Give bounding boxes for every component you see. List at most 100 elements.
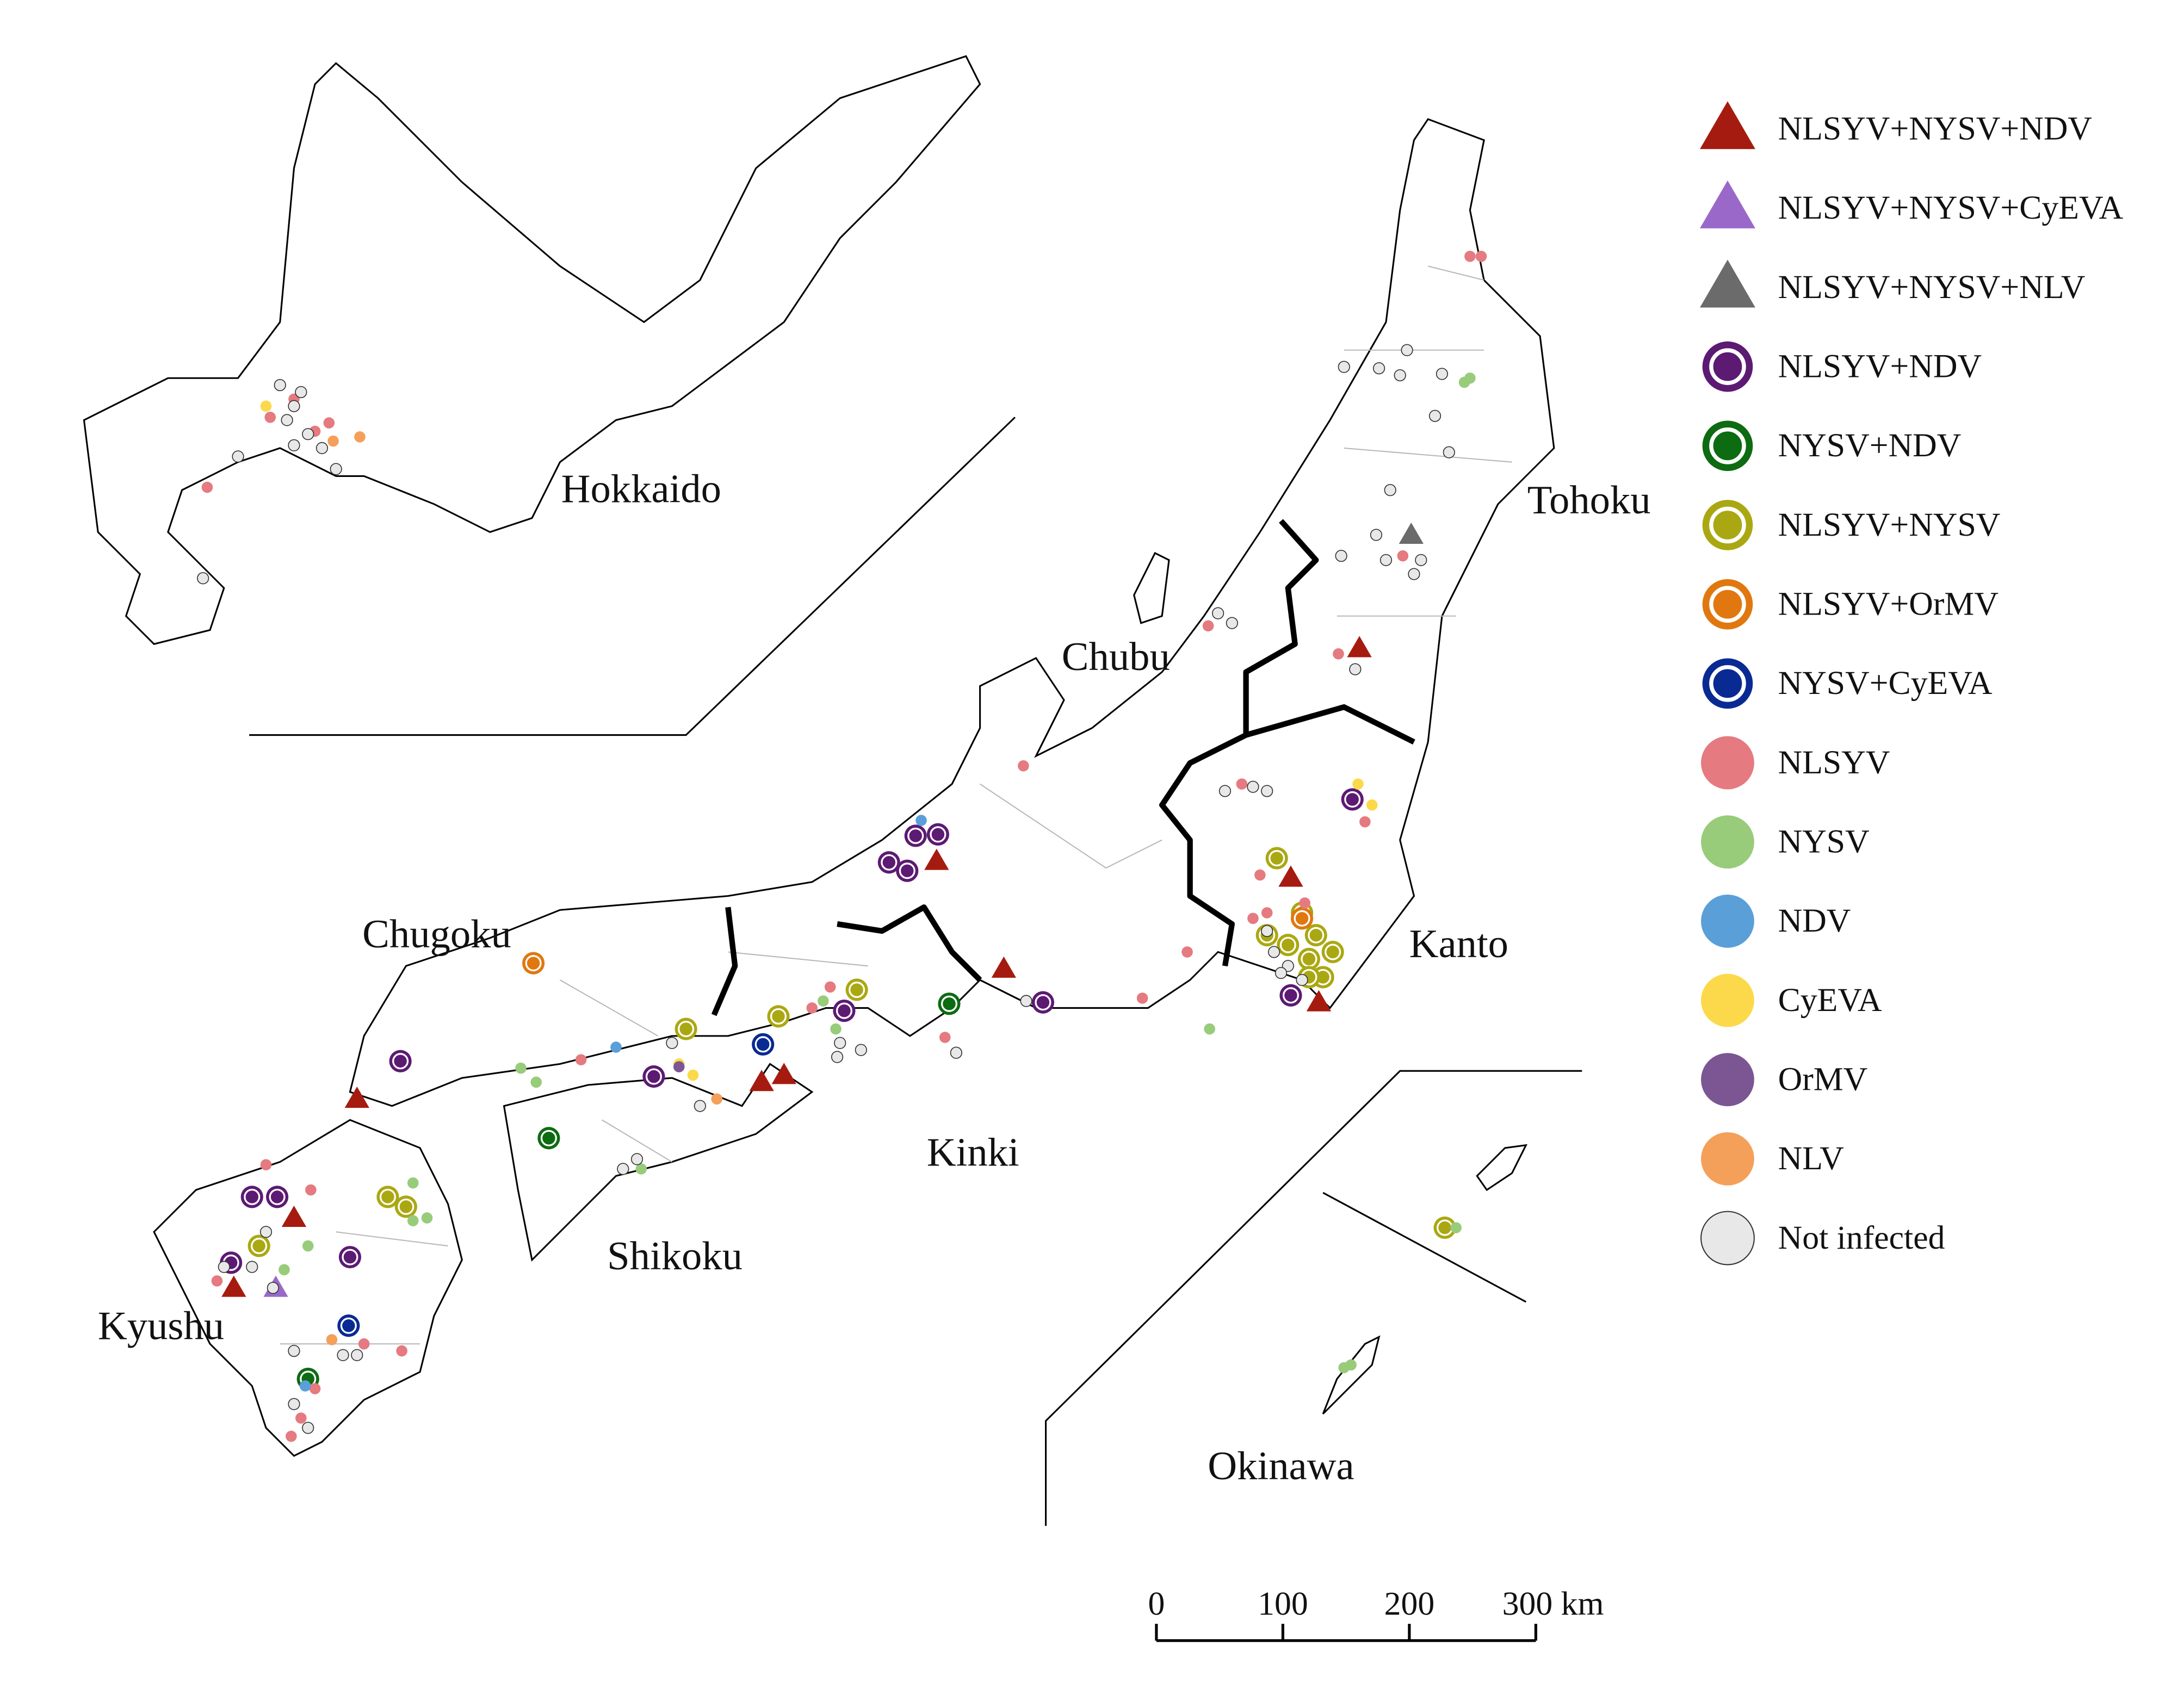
legend-marker bbox=[1709, 506, 1746, 544]
sample-point bbox=[211, 1275, 223, 1287]
sample-point bbox=[1379, 554, 1393, 566]
scale-label: 0 bbox=[1148, 1585, 1165, 1622]
sample-point bbox=[274, 379, 286, 392]
sample-point bbox=[1247, 780, 1259, 793]
sample-point bbox=[1136, 993, 1148, 1004]
sample-point bbox=[260, 1159, 272, 1170]
sample-point bbox=[635, 1163, 647, 1175]
sample-point bbox=[1236, 778, 1248, 790]
sample-point bbox=[1325, 944, 1341, 960]
sample-point bbox=[1458, 376, 1470, 388]
legend-marker bbox=[1701, 973, 1754, 1027]
legend-marker bbox=[1701, 1132, 1754, 1186]
sample-point bbox=[1020, 995, 1032, 1007]
sample-point bbox=[259, 1226, 273, 1238]
sample-point bbox=[1035, 994, 1051, 1011]
region-label: Kinki bbox=[927, 1130, 1019, 1175]
sample-point bbox=[1261, 907, 1273, 919]
sample-point bbox=[407, 1177, 419, 1189]
sample-point bbox=[1261, 785, 1273, 797]
sample-point bbox=[1212, 607, 1224, 619]
region-border bbox=[1159, 519, 1319, 967]
sample-point bbox=[834, 1037, 846, 1049]
legend-marker bbox=[1709, 348, 1746, 385]
sample-point bbox=[1366, 799, 1378, 811]
hokkaido bbox=[83, 55, 981, 645]
sample-point bbox=[1338, 361, 1350, 373]
sample-point bbox=[899, 863, 915, 879]
sample-point bbox=[525, 955, 542, 972]
legend-marker bbox=[1701, 1053, 1754, 1107]
sample-point bbox=[1282, 987, 1299, 1004]
sample-point bbox=[392, 1053, 409, 1070]
sample-point bbox=[407, 1215, 419, 1226]
sample-point bbox=[305, 1184, 317, 1196]
sample-point bbox=[1181, 946, 1193, 958]
inset-border bbox=[249, 417, 1016, 736]
sample-point bbox=[678, 1020, 695, 1038]
legend-label: Not infected bbox=[1778, 1219, 1945, 1256]
sample-point bbox=[398, 1198, 414, 1215]
scale-label: 300 km bbox=[1502, 1585, 1604, 1622]
sample-point bbox=[1347, 636, 1372, 658]
sample-point bbox=[330, 463, 342, 475]
sample-point bbox=[711, 1093, 723, 1105]
sample-point bbox=[991, 956, 1017, 978]
sample-point bbox=[530, 1076, 542, 1088]
legend-marker bbox=[1700, 1211, 1755, 1266]
sample-point bbox=[1335, 549, 1347, 562]
sample-point bbox=[288, 400, 300, 412]
sample-point bbox=[264, 412, 276, 423]
sample-point bbox=[1370, 529, 1383, 541]
honshu bbox=[349, 118, 1555, 1107]
sample-point bbox=[1254, 869, 1266, 881]
sample-point bbox=[201, 481, 213, 493]
sample-point bbox=[351, 1349, 363, 1361]
sample-points bbox=[197, 251, 1487, 1442]
sample-point bbox=[269, 1188, 286, 1205]
sample-point bbox=[302, 1240, 314, 1252]
sample-point bbox=[1296, 973, 1308, 987]
legend-marker bbox=[1709, 665, 1746, 702]
sample-point bbox=[1279, 936, 1296, 953]
inset-border bbox=[1045, 1070, 1582, 1526]
sample-point bbox=[267, 1282, 279, 1294]
sample-point bbox=[930, 826, 946, 843]
sample-point bbox=[806, 1002, 818, 1014]
sample-point bbox=[771, 1063, 796, 1084]
legend-label: NYSV+CyEVA bbox=[1778, 665, 1993, 702]
sample-point bbox=[281, 414, 293, 426]
sado-island bbox=[1133, 551, 1170, 624]
sample-point bbox=[246, 1261, 258, 1273]
legend-label: NLSYV+NDV bbox=[1778, 348, 1982, 384]
sample-point bbox=[302, 428, 314, 441]
sample-point bbox=[1278, 865, 1303, 887]
legend-label: CyEVA bbox=[1778, 982, 1882, 1019]
sample-point bbox=[1204, 1023, 1215, 1035]
sample-point bbox=[824, 981, 836, 993]
sample-point bbox=[342, 1249, 358, 1266]
okinawa-island bbox=[1322, 1335, 1381, 1415]
sample-point bbox=[907, 827, 924, 844]
legend-label: NLSYV+NYSV+CyEVA bbox=[1778, 189, 2124, 226]
sample-point bbox=[288, 1398, 300, 1410]
legend-label: NLSYV+NYSV+NLV bbox=[1778, 269, 2086, 306]
sample-point bbox=[327, 435, 339, 447]
sample-point bbox=[1401, 344, 1413, 356]
sample-point bbox=[1345, 1359, 1357, 1371]
sample-point bbox=[251, 1237, 268, 1254]
sample-point bbox=[396, 1345, 407, 1357]
legend-label: NLSYV+NYSV bbox=[1778, 506, 2001, 543]
sample-point bbox=[575, 1054, 587, 1065]
legend-label: OrMV bbox=[1778, 1061, 1868, 1098]
sample-point bbox=[358, 1338, 370, 1350]
sample-point bbox=[326, 1334, 338, 1345]
sample-point bbox=[645, 1068, 662, 1085]
sample-point bbox=[244, 1188, 261, 1205]
sample-point bbox=[1475, 251, 1487, 262]
sample-point bbox=[881, 854, 898, 871]
legend-marker bbox=[1700, 180, 1755, 228]
legend-marker bbox=[1701, 736, 1754, 790]
sample-point bbox=[673, 1061, 685, 1072]
sample-point bbox=[754, 1036, 771, 1053]
